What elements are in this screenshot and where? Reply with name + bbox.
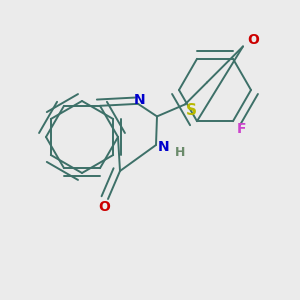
Text: N: N [134,93,146,107]
Text: O: O [98,200,110,214]
Text: O: O [247,33,259,47]
Text: S: S [185,103,197,118]
Text: F: F [236,122,246,136]
Text: N: N [158,140,170,154]
Text: H: H [175,146,185,160]
